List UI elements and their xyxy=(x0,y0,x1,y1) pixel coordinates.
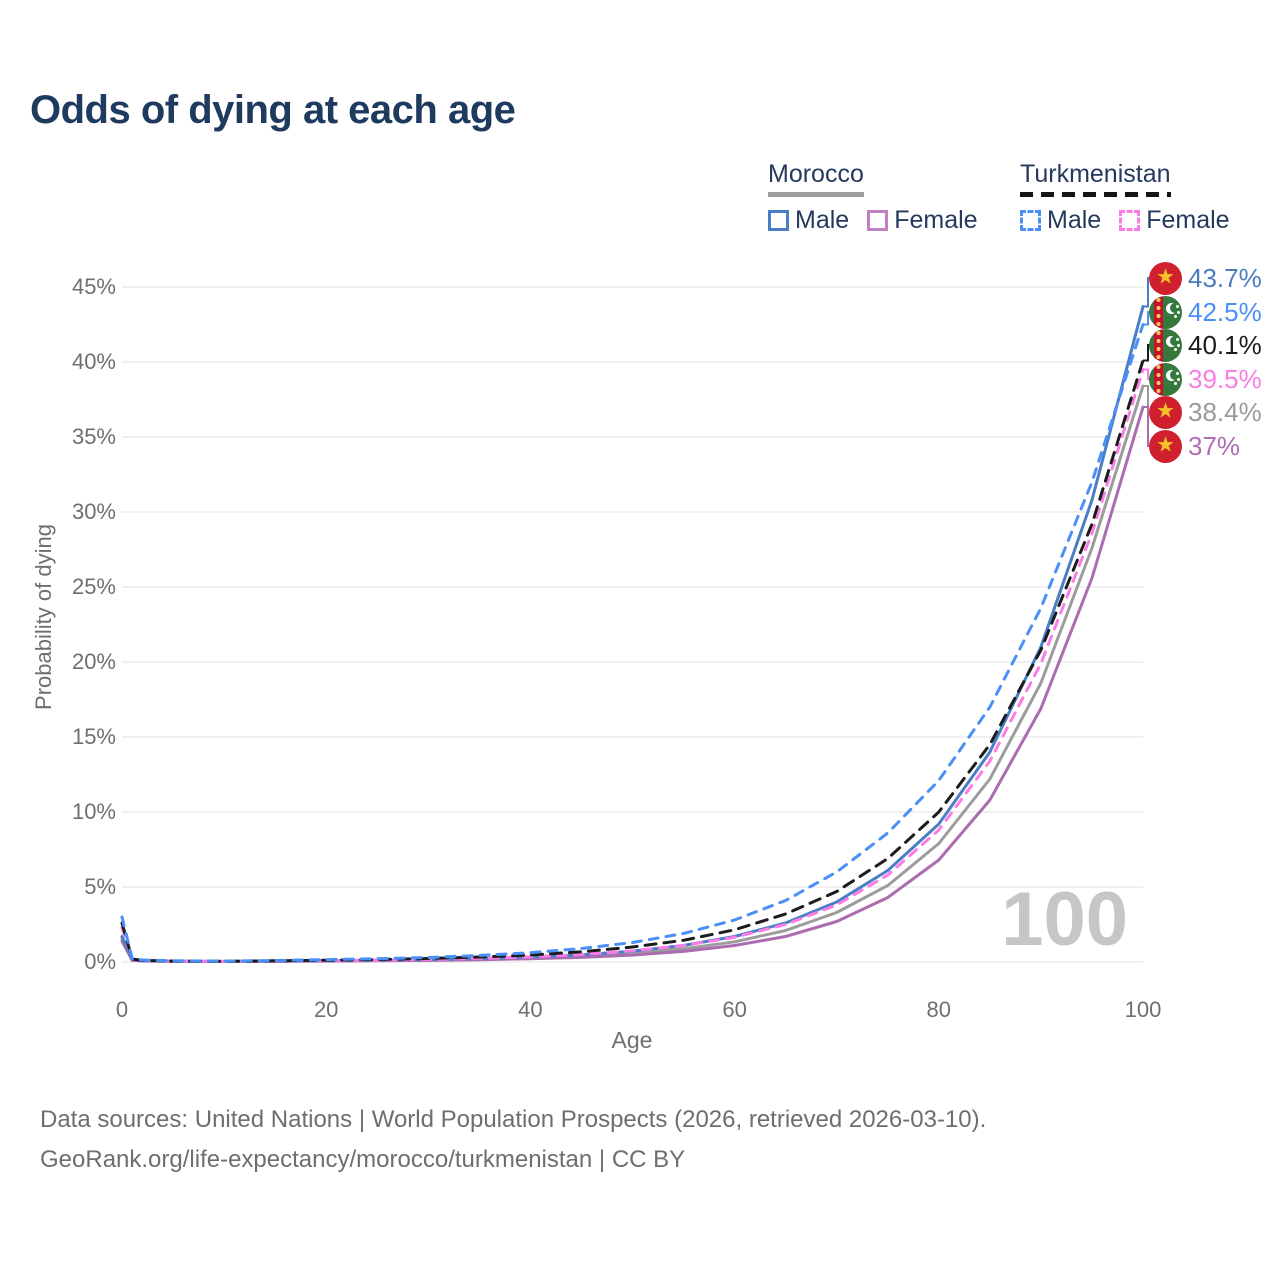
turkmenistan-flag-icon xyxy=(1149,328,1182,362)
series-end-value: 39.5% xyxy=(1188,363,1262,394)
legend-underline-solid xyxy=(768,192,864,197)
legend-item-turkmenistan-female[interactable]: Female xyxy=(1146,206,1230,234)
x-axis-tick-label: 40 xyxy=(518,997,543,1022)
y-axis-tick-label: 5% xyxy=(84,874,116,899)
series-end-value: 37% xyxy=(1188,430,1241,461)
legend-country-morocco[interactable]: Morocco xyxy=(768,160,864,197)
y-axis-tick-label: 40% xyxy=(71,349,116,374)
turkmenistan-flag-icon xyxy=(1149,295,1182,329)
y-axis-title: Probability of dying xyxy=(31,524,56,710)
series-line-morocco-female[interactable] xyxy=(120,405,1145,963)
legend-item-morocco-female[interactable]: Female xyxy=(894,206,978,234)
y-axis-tick-label: 20% xyxy=(71,649,116,674)
legend-group-morocco: Morocco Male Female xyxy=(768,160,996,235)
morocco-flag-icon xyxy=(1149,429,1182,463)
series-line-turkmenistan-male[interactable] xyxy=(120,323,1145,963)
series-end-row: 40.1% xyxy=(1149,328,1262,362)
page-title: Odds of dying at each age xyxy=(30,88,516,132)
y-axis-tick-label: 30% xyxy=(71,499,116,524)
x-axis-tick-label: 80 xyxy=(926,997,952,1022)
y-axis-tick-label: 35% xyxy=(71,424,116,449)
series-line-turkmenistan-female[interactable] xyxy=(120,368,1145,963)
series-end-row: 42.5% xyxy=(1149,295,1262,329)
legend-swatch-morocco-male[interactable] xyxy=(768,210,789,231)
series-end-value: 42.5% xyxy=(1188,296,1262,327)
morocco-flag-icon xyxy=(1149,261,1182,295)
series-line-turkmenistan[interactable] xyxy=(120,359,1145,963)
legend-country-label: Morocco xyxy=(768,160,864,188)
series-end-row: 43.7% xyxy=(1149,261,1262,295)
y-axis-tick-label: 10% xyxy=(71,799,116,824)
legend-swatch-turkmenistan-female[interactable] xyxy=(1119,210,1141,231)
legend-item-turkmenistan-male[interactable]: Male xyxy=(1047,206,1102,234)
legend-country-turkmenistan[interactable]: Turkmenistan xyxy=(1020,160,1171,197)
y-axis-tick-label: 25% xyxy=(71,574,116,599)
x-axis-tick-label: 60 xyxy=(722,997,747,1022)
x-axis-tick-label: 100 xyxy=(1124,997,1162,1022)
footer-attribution-line: GeoRank.org/life-expectancy/morocco/turk… xyxy=(40,1146,686,1173)
series-line-morocco[interactable] xyxy=(120,384,1145,963)
legend-item-morocco-male[interactable]: Male xyxy=(795,206,850,234)
x-axis-title: Age xyxy=(611,1027,653,1053)
series-line-morocco-male[interactable] xyxy=(120,305,1145,963)
series-end-value: 40.1% xyxy=(1188,329,1262,360)
x-axis-tick-label: 20 xyxy=(313,997,339,1022)
x-axis-tick-label: 0 xyxy=(115,997,129,1022)
legend-swatch-morocco-female[interactable] xyxy=(867,210,889,231)
turkmenistan-flag-icon xyxy=(1149,362,1182,396)
morocco-flag-icon xyxy=(1149,395,1182,429)
legend-country-label: Turkmenistan xyxy=(1020,160,1171,188)
series-end-row: 38.4% xyxy=(1149,395,1262,429)
y-axis-tick-label: 45% xyxy=(71,274,116,299)
series-end-value: 43.7% xyxy=(1188,262,1262,293)
footer-source-line: Data sources: United Nations | World Pop… xyxy=(40,1106,987,1133)
legend-swatch-turkmenistan-male[interactable] xyxy=(1020,210,1041,231)
legend-underline-dashed xyxy=(1020,192,1171,197)
y-axis-tick-label: 0% xyxy=(84,949,116,974)
legend-group-turkmenistan: Turkmenistan Male Female xyxy=(1020,160,1248,235)
y-axis-tick-label: 15% xyxy=(71,724,116,749)
series-end-value: 38.4% xyxy=(1188,396,1262,427)
age-hover-indicator: 100 xyxy=(1001,877,1128,962)
series-end-row: 39.5% xyxy=(1149,362,1262,396)
series-end-row: 37% xyxy=(1149,429,1240,463)
